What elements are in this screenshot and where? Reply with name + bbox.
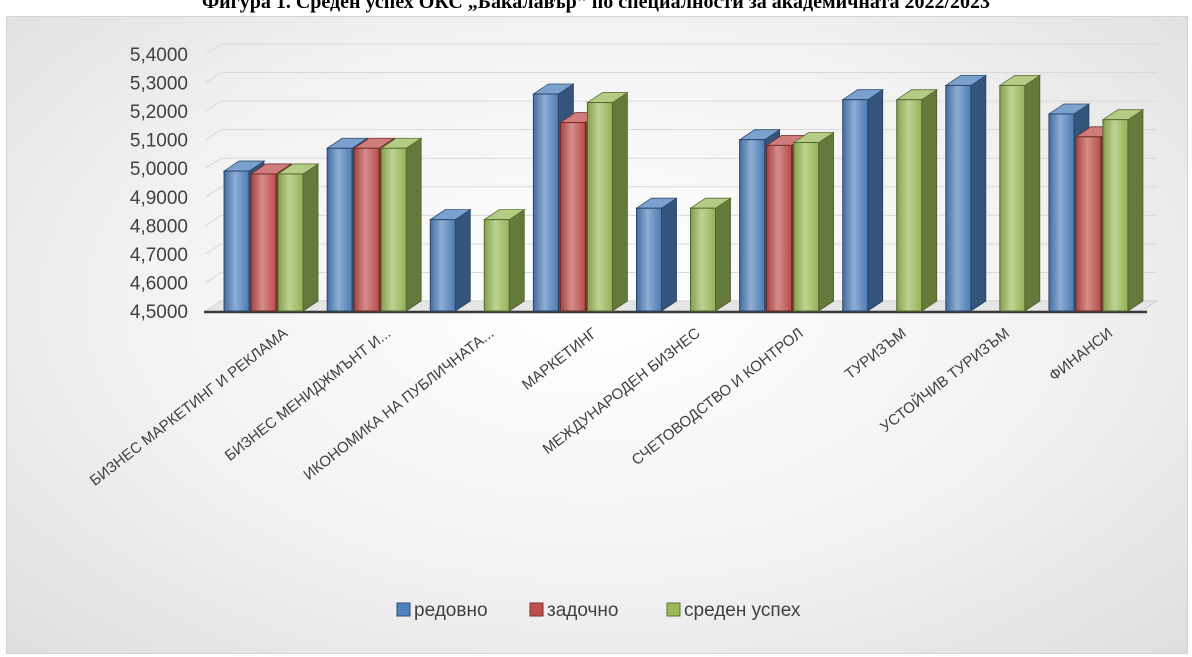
bar xyxy=(999,84,1026,312)
bar-side xyxy=(867,88,884,312)
x-tick-label: МАРКЕТИНГ xyxy=(519,325,601,394)
bar-side xyxy=(302,163,319,312)
gridline-side xyxy=(205,72,222,83)
bar xyxy=(739,139,766,312)
y-tick-label: 4,5000 xyxy=(130,302,188,323)
y-tick-label: 4,6000 xyxy=(130,273,188,294)
bar-side xyxy=(715,197,731,312)
bar xyxy=(380,147,407,312)
legend-label: редовно xyxy=(414,600,488,621)
bar xyxy=(793,142,820,312)
bar xyxy=(896,99,923,312)
bar xyxy=(326,147,353,312)
y-tick-label: 5,0000 xyxy=(130,159,188,180)
bar-side xyxy=(921,88,938,312)
x-tick-label: БИЗНЕС МЕНИДЖМЪНТ И... xyxy=(222,325,394,465)
x-tick-label: ИКОНОМИКА НА ПУБЛИЧНАТА... xyxy=(301,325,498,484)
gridline-side xyxy=(205,243,222,255)
bar xyxy=(250,173,277,312)
bar xyxy=(429,219,456,312)
y-tick-label: 5,4000 xyxy=(130,45,188,66)
bar-side xyxy=(661,197,677,312)
bar-side xyxy=(405,137,422,312)
gridline-side xyxy=(205,43,222,55)
bar-side xyxy=(970,74,987,312)
legend-swatch xyxy=(396,602,411,617)
bar xyxy=(1048,113,1075,312)
legend-label: среден успех xyxy=(684,600,801,621)
gridline-side xyxy=(205,272,222,283)
bar xyxy=(586,102,613,312)
y-tick-label: 5,2000 xyxy=(130,102,188,123)
gridline-side xyxy=(205,100,222,112)
legend-swatch xyxy=(666,602,681,617)
bar xyxy=(277,173,304,312)
x-tick-label: БИЗНЕС МАРКЕТИНГ И РЕКЛАМА xyxy=(87,325,291,490)
y-tick-label: 5,3000 xyxy=(130,74,188,95)
bar-side xyxy=(454,208,471,312)
y-tick-label: 4,7000 xyxy=(130,245,188,266)
bar xyxy=(353,147,380,312)
x-tick-label: СЧЕТОВОДСТВО И КОНТРОЛ xyxy=(629,325,807,469)
y-tick-label: 5,1000 xyxy=(130,131,188,152)
bar-side xyxy=(611,91,628,312)
bar xyxy=(690,207,716,312)
gridline-side xyxy=(205,129,222,141)
y-tick-label: 4,9000 xyxy=(130,188,188,209)
bar xyxy=(636,207,662,312)
bar xyxy=(559,122,586,312)
x-tick-label: ФИНАНСИ xyxy=(1046,325,1116,385)
bar xyxy=(842,99,869,312)
bar-side xyxy=(1024,74,1041,312)
y-tick-label: 4,8000 xyxy=(130,216,188,237)
gridline-side xyxy=(205,186,222,198)
chart-title: Фигура 1. Среден успех ОКС „Бакалавър“ п… xyxy=(201,0,991,13)
legend-swatch xyxy=(529,602,544,617)
x-tick-label: ТУРИЗЪМ xyxy=(842,325,910,383)
bar xyxy=(483,219,510,312)
bar xyxy=(1075,136,1102,312)
bar-side xyxy=(508,208,525,312)
bar xyxy=(766,144,793,312)
bar-side xyxy=(1127,108,1144,312)
bar xyxy=(532,93,559,312)
bar xyxy=(945,84,972,312)
legend-label: задочно xyxy=(547,600,618,621)
chart-area: 4,5000 4,6000 4,7000 4,8000 4,9000 5,0000 5,10… xyxy=(6,16,1188,654)
gridline-side xyxy=(205,214,222,226)
bar xyxy=(223,170,250,312)
gridline-side xyxy=(205,157,222,169)
bar xyxy=(1102,119,1129,312)
bar-chart: 4,5000 4,6000 4,7000 4,8000 4,9000 5,0000 5,10… xyxy=(87,43,1159,621)
bar-side xyxy=(818,131,835,312)
